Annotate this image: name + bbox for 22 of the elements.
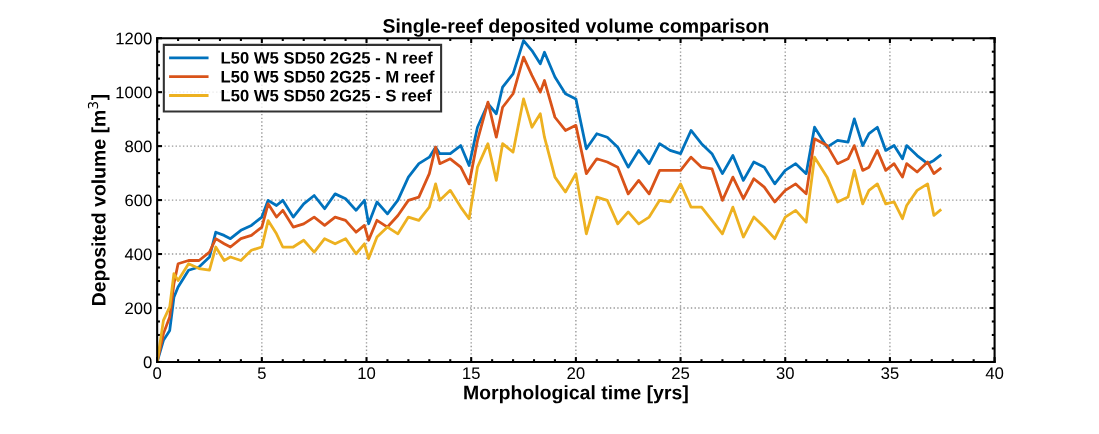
y-tick-label: 1200 [116,32,152,45]
y-tick-label: 800 [125,140,152,153]
x-tick-label: 5 [257,367,266,380]
x-tick-label: 15 [463,367,480,380]
y-tick-label: 400 [124,248,152,261]
x-tick-label: 40 [985,367,1004,380]
y-axis-title: Deposited volume [m$^{3}$] [87,94,110,306]
chart-title: Single-reef deposited volume comparison [383,18,769,37]
x-tick-label: 30 [776,367,794,380]
x-tick-label: 10 [358,367,376,380]
y-tick-label: 1000 [116,86,152,99]
x-axis-title: Morphological time [yrs] [464,385,688,404]
y-tick-label: 0 [143,356,152,369]
y-tick-label: 600 [125,194,152,207]
legend-label: L50 W5 SD50 2G25 - N reef [221,51,433,64]
legend-label: L50 W5 SD50 2G25 - M reef [221,70,435,83]
x-tick-label: 20 [567,367,585,380]
legend-label: L50 W5 SD50 2G25 - S reef [221,89,432,102]
x-tick-label: 35 [881,367,899,380]
y-tick-label: 200 [125,302,152,315]
x-tick-label: 25 [672,367,690,380]
x-tick-label: 0 [153,367,162,380]
